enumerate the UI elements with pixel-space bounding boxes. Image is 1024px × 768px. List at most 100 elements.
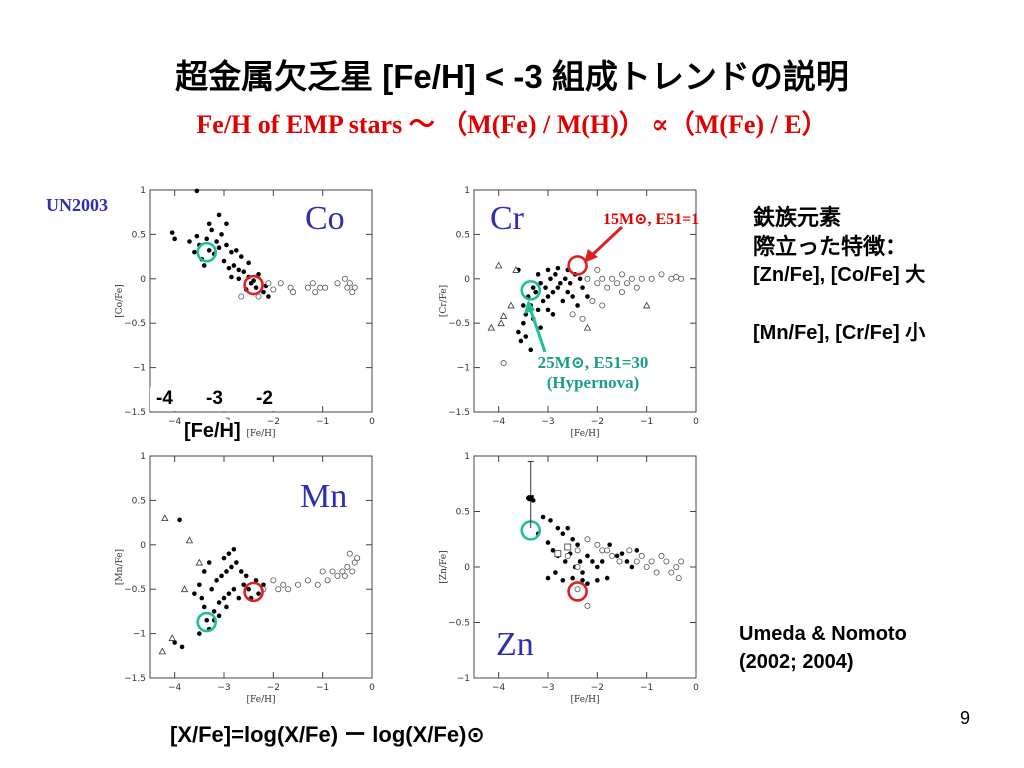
data-point-open xyxy=(344,284,351,291)
data-point xyxy=(562,559,568,564)
data-point xyxy=(192,591,197,596)
y-tick-label: 0 xyxy=(464,275,470,285)
data-point-open xyxy=(334,572,341,579)
data-point xyxy=(206,248,212,253)
data-point-open xyxy=(277,280,284,287)
data-point-open xyxy=(304,284,311,291)
data-point-open xyxy=(265,280,272,287)
teal-model-label: 25M⊙, E51=30 (Hypernova) xyxy=(523,353,663,393)
data-point xyxy=(177,517,182,523)
side-line-2: 際立った特徴： xyxy=(753,234,908,259)
y-tick-label: 1 xyxy=(464,186,470,196)
data-point xyxy=(236,595,242,601)
data-point xyxy=(530,285,536,290)
data-point-open xyxy=(678,558,685,565)
data-point xyxy=(234,560,239,565)
x-axis-label: [Fe/H] xyxy=(247,695,276,705)
data-point xyxy=(540,298,546,304)
data-point xyxy=(216,600,222,605)
x-tick-label: −1 xyxy=(640,683,653,693)
data-point xyxy=(516,329,521,335)
data-point xyxy=(229,274,234,280)
data-point-open xyxy=(238,293,245,300)
data-point xyxy=(211,609,217,614)
data-point xyxy=(231,546,237,552)
data-point-open xyxy=(648,558,655,565)
element-label-mn: Mn xyxy=(300,478,348,515)
data-point xyxy=(599,559,605,564)
y-tick-label: −1.5 xyxy=(124,674,146,684)
data-point xyxy=(560,578,566,583)
data-point-open xyxy=(344,564,351,571)
slide-title: 超金属欠乏星 [Fe/H] < -3 組成トレンドの説明 xyxy=(175,58,849,95)
co-chart: −4−3−2−10−1.5−1−0.500.51[Fe/H][Co/Fe] xyxy=(115,186,375,439)
page-number: 9 xyxy=(960,708,971,728)
y-tick-label: 0 xyxy=(140,275,146,285)
x-tick-label: 0 xyxy=(693,417,699,427)
data-point xyxy=(550,289,556,295)
fe-h-tick-3: -2 xyxy=(256,388,273,409)
data-point-open xyxy=(339,568,346,575)
data-point-triangle xyxy=(512,266,520,273)
y-tick-label: −0.5 xyxy=(448,319,470,329)
data-point xyxy=(253,578,259,583)
data-point-open xyxy=(648,275,655,282)
data-point xyxy=(209,227,214,233)
data-point-triangle xyxy=(497,319,505,327)
data-point-open xyxy=(351,559,358,566)
data-point xyxy=(580,578,585,583)
data-point xyxy=(585,581,590,586)
data-point xyxy=(221,555,227,561)
data-point xyxy=(194,188,200,194)
data-point-open xyxy=(623,280,630,287)
data-point-open xyxy=(309,280,316,287)
data-point-open xyxy=(658,271,665,278)
data-point xyxy=(169,230,175,235)
data-point-open xyxy=(351,284,358,291)
x-tick-label: −1 xyxy=(316,417,329,427)
data-point-open xyxy=(599,547,606,554)
data-point xyxy=(538,280,543,286)
data-point-square xyxy=(564,543,572,551)
data-point-open xyxy=(643,564,650,571)
data-point xyxy=(214,239,219,244)
x-tick-label: −3 xyxy=(217,683,230,693)
x-tick-label: −4 xyxy=(168,417,182,427)
element-label-cr: Cr xyxy=(490,200,524,237)
data-point xyxy=(577,276,583,282)
data-point-open xyxy=(346,550,353,557)
data-point xyxy=(231,586,237,592)
data-point xyxy=(206,221,212,227)
fe-h-axis-label: [Fe/H] xyxy=(183,420,242,443)
data-point xyxy=(595,564,600,570)
y-tick-label: −0.5 xyxy=(124,319,146,329)
reference-line-1: Umeda & Nomoto xyxy=(739,623,907,645)
data-point xyxy=(197,631,202,636)
data-point-open xyxy=(614,280,621,287)
data-point xyxy=(550,312,556,317)
data-point xyxy=(234,248,239,253)
data-point-open xyxy=(329,568,336,575)
data-point xyxy=(236,276,242,282)
data-point xyxy=(256,591,261,596)
data-point xyxy=(216,212,222,218)
y-axis-label: [Co/Fe] xyxy=(115,284,125,317)
data-point xyxy=(629,564,635,570)
data-point-triangle xyxy=(642,301,651,309)
reference-line-2: (2002; 2004) xyxy=(739,651,854,673)
data-point xyxy=(226,591,232,596)
data-point-open xyxy=(500,360,507,367)
data-point xyxy=(192,249,197,255)
data-point-open xyxy=(324,577,331,584)
data-point-open xyxy=(594,266,601,273)
data-point-open xyxy=(349,289,356,296)
y-tick-label: −0.5 xyxy=(448,619,470,629)
red-model-label: 15M⊙, E51=1 xyxy=(603,211,700,228)
data-point xyxy=(545,267,551,273)
data-point xyxy=(172,640,177,645)
data-point xyxy=(216,613,222,619)
data-point xyxy=(187,239,192,244)
data-point-open xyxy=(270,577,277,584)
data-point xyxy=(248,280,254,286)
element-label-zn: Zn xyxy=(496,626,534,663)
